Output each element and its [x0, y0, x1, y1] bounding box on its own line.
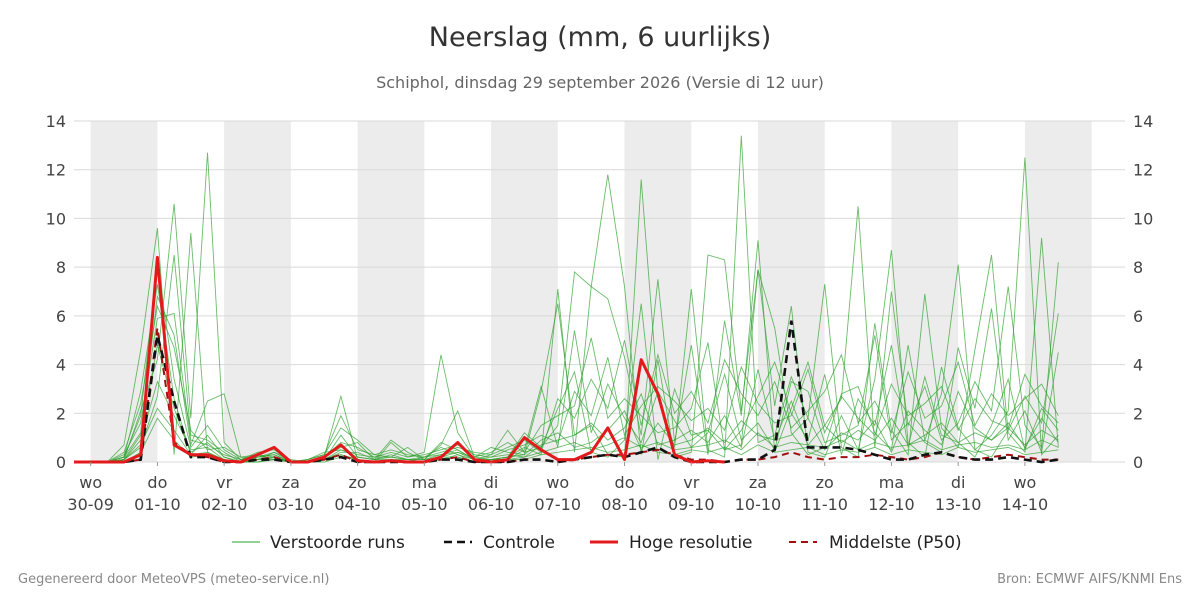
y-tick-label-right: 0 — [1133, 453, 1143, 472]
main-series — [74, 255, 1059, 464]
legend-label: Middelste (P50) — [829, 533, 962, 553]
chart-subtitle: Schiphol, dinsdag 29 september 2026 (Ver… — [376, 73, 824, 92]
perturbed-run-line — [74, 206, 1059, 463]
legend-label: Controle — [483, 533, 555, 553]
y-tick-label-right: 10 — [1133, 209, 1153, 228]
y-tick-label-right: 12 — [1133, 161, 1153, 180]
day-bands — [90, 121, 1092, 462]
x-tick-day: vr — [683, 473, 699, 492]
y-tick-label-left: 0 — [56, 453, 66, 472]
y-tick-label-left: 4 — [56, 356, 66, 375]
axes: 0 0 2 2 4 4 6 6 8 8 10 10 12 12 14 14 wo 30-09 do 01-10 vr 02… — [46, 112, 1154, 514]
x-tick-date: 02-10 — [201, 495, 248, 514]
x-tick-date: 14-10 — [1002, 495, 1049, 514]
x-tick-date: 30-09 — [67, 495, 114, 514]
y-tick-label-left: 6 — [56, 307, 66, 326]
footer-generated-by: Gegenereerd door MeteoVPS (meteo-service… — [18, 572, 330, 587]
x-tick-day: di — [951, 473, 966, 492]
day-band — [757, 121, 825, 462]
y-tick-label-right: 2 — [1133, 404, 1143, 423]
x-tick-day: do — [615, 473, 635, 492]
x-tick-date: 10-10 — [735, 495, 782, 514]
y-tick-label-left: 2 — [56, 404, 66, 423]
x-tick-date: 09-10 — [668, 495, 715, 514]
x-tick-day: zo — [816, 473, 834, 492]
x-tick-day: ma — [412, 473, 437, 492]
x-tick-day: vr — [216, 473, 232, 492]
x-tick-date: 13-10 — [935, 495, 982, 514]
x-tick-day: zo — [349, 473, 367, 492]
y-tick-label-right: 8 — [1133, 258, 1143, 277]
x-tick-day: wo — [1013, 473, 1036, 492]
y-tick-label-left: 8 — [56, 258, 66, 277]
x-tick-date: 05-10 — [401, 495, 448, 514]
day-band — [90, 121, 158, 462]
x-tick-date: 04-10 — [334, 495, 381, 514]
x-tick-date: 07-10 — [535, 495, 582, 514]
perturbed-run-line — [74, 135, 1059, 463]
x-tick-day: wo — [546, 473, 569, 492]
day-band — [224, 121, 291, 462]
legend-label: Hoge resolutie — [629, 533, 753, 553]
x-tick-date: 11-10 — [801, 495, 848, 514]
x-tick-date: 06-10 — [468, 495, 515, 514]
legend-label: Verstoorde runs — [270, 533, 405, 553]
x-tick-date: 01-10 — [134, 495, 181, 514]
y-tick-label-right: 6 — [1133, 307, 1143, 326]
x-tick-day: za — [282, 473, 300, 492]
perturbed-run-line — [74, 304, 1059, 463]
y-tick-label-right: 4 — [1133, 356, 1143, 375]
x-tick-date: 12-10 — [868, 495, 915, 514]
y-tick-label-left: 14 — [46, 112, 66, 131]
legend: Verstoorde runs Controle Hoge resolutie Mid… — [232, 533, 962, 553]
perturbed-run-line — [74, 312, 1059, 463]
x-tick-day: wo — [79, 473, 102, 492]
y-tick-label-left: 10 — [46, 209, 66, 228]
day-band — [357, 121, 425, 462]
grid-lines — [74, 120, 1125, 463]
x-tick-date: 08-10 — [601, 495, 648, 514]
x-tick-day: za — [749, 473, 767, 492]
x-tick-date: 03-10 — [268, 495, 315, 514]
footer-source: Bron: ECMWF AIFS/KNMI Ens — [997, 572, 1182, 587]
y-tick-label-left: 12 — [46, 161, 66, 180]
y-tick-label-right: 14 — [1133, 112, 1153, 131]
x-tick-day: do — [147, 473, 167, 492]
chart-title: Neerslag (mm, 6 uurlijks) — [428, 22, 772, 53]
day-band — [1024, 121, 1092, 462]
x-tick-day: di — [484, 473, 499, 492]
x-tick-day: ma — [879, 473, 904, 492]
perturbed-run-line — [74, 264, 1059, 463]
high-resolution-line — [74, 255, 725, 464]
